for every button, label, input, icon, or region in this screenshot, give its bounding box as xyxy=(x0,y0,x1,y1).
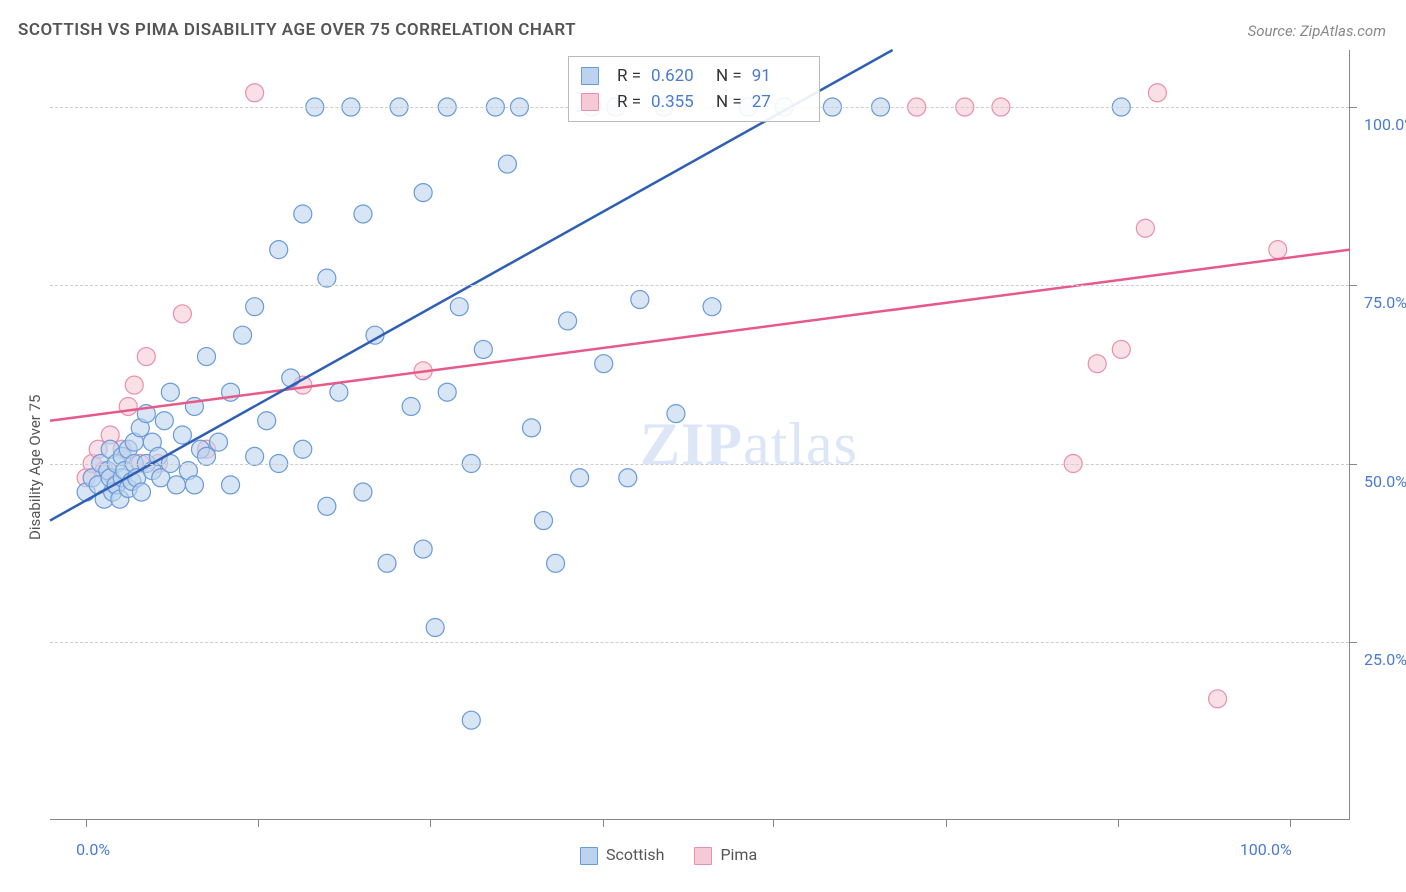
data-point xyxy=(173,426,191,444)
n-value: 27 xyxy=(752,89,807,115)
correlation-legend: R = 0.620 N = 91 R = 0.355 N = 27 xyxy=(568,56,820,122)
data-point xyxy=(185,476,203,494)
y-tick xyxy=(1349,642,1357,643)
data-point xyxy=(402,397,420,415)
data-point xyxy=(498,155,516,173)
r-label: R = xyxy=(617,89,641,115)
x-tick-label: 0.0% xyxy=(76,840,110,859)
series-legend: Scottish Pima xyxy=(580,845,757,865)
legend-swatch xyxy=(581,67,599,85)
legend-label: Pima xyxy=(720,845,757,864)
data-point xyxy=(234,326,252,344)
data-point xyxy=(155,412,173,430)
data-point xyxy=(535,512,553,530)
legend-swatch xyxy=(694,847,712,865)
y-tick xyxy=(1349,107,1357,108)
data-point xyxy=(354,205,372,223)
data-point xyxy=(462,711,480,729)
legend-item: Scottish xyxy=(580,845,664,865)
data-point xyxy=(119,397,137,415)
plot-area: ZIPatlas xyxy=(50,50,1350,820)
x-tick xyxy=(946,819,947,827)
data-point xyxy=(378,554,396,572)
legend-row: R = 0.620 N = 91 xyxy=(581,63,807,89)
gridline xyxy=(50,285,1349,286)
data-point xyxy=(571,469,589,487)
data-point xyxy=(294,205,312,223)
x-tick xyxy=(86,819,87,827)
data-point xyxy=(474,340,492,358)
data-point xyxy=(547,554,565,572)
x-tick xyxy=(430,819,431,827)
legend-item: Pima xyxy=(694,845,757,865)
data-point xyxy=(210,433,228,451)
n-value: 91 xyxy=(752,63,807,89)
data-point xyxy=(522,419,540,437)
data-point xyxy=(619,469,637,487)
x-tick xyxy=(258,819,259,827)
data-point xyxy=(330,383,348,401)
data-point xyxy=(246,84,264,102)
data-point xyxy=(125,376,143,394)
data-point xyxy=(167,476,185,494)
data-point xyxy=(1088,355,1106,373)
data-point xyxy=(703,298,721,316)
data-point xyxy=(414,540,432,558)
chart-title: SCOTTISH VS PIMA DISABILITY AGE OVER 75 … xyxy=(18,20,576,40)
gridline xyxy=(50,642,1349,643)
source-label: Source: ZipAtlas.com xyxy=(1248,22,1386,40)
y-tick-label: 25.0% xyxy=(1364,650,1406,669)
data-point xyxy=(595,355,613,373)
x-tick xyxy=(603,819,604,827)
gridline xyxy=(50,464,1349,465)
data-point xyxy=(1269,241,1287,259)
n-label: N = xyxy=(716,89,742,115)
data-point xyxy=(667,405,685,423)
data-point xyxy=(161,383,179,401)
y-axis-title: Disability Age Over 75 xyxy=(26,395,44,540)
data-point xyxy=(631,291,649,309)
data-point xyxy=(258,412,276,430)
x-tick xyxy=(1290,819,1291,827)
data-point xyxy=(222,476,240,494)
legend-swatch xyxy=(581,93,599,111)
y-tick-label: 100.0% xyxy=(1364,115,1406,134)
r-value: 0.620 xyxy=(651,63,706,89)
data-point xyxy=(426,619,444,637)
data-point xyxy=(414,184,432,202)
data-point xyxy=(318,497,336,515)
n-label: N = xyxy=(716,63,742,89)
data-point xyxy=(197,348,215,366)
data-point xyxy=(450,298,468,316)
plot-svg xyxy=(50,50,1349,819)
legend-swatch xyxy=(580,847,598,865)
data-point xyxy=(1136,219,1154,237)
data-point xyxy=(282,369,300,387)
data-point xyxy=(1209,690,1227,708)
x-tick xyxy=(773,819,774,827)
data-point xyxy=(1148,84,1166,102)
x-tick xyxy=(1118,819,1119,827)
r-value: 0.355 xyxy=(651,89,706,115)
data-point xyxy=(559,312,577,330)
r-label: R = xyxy=(617,63,641,89)
y-tick xyxy=(1349,464,1357,465)
data-point xyxy=(438,383,456,401)
x-tick-label: 100.0% xyxy=(1240,840,1292,859)
y-tick xyxy=(1349,285,1357,286)
y-tick-label: 75.0% xyxy=(1364,293,1406,312)
legend-label: Scottish xyxy=(606,845,664,864)
legend-row: R = 0.355 N = 27 xyxy=(581,89,807,115)
data-point xyxy=(270,241,288,259)
data-point xyxy=(294,440,312,458)
data-point xyxy=(246,298,264,316)
data-point xyxy=(132,483,150,501)
data-point xyxy=(354,483,372,501)
y-tick-label: 50.0% xyxy=(1364,472,1406,491)
data-point xyxy=(1112,340,1130,358)
data-point xyxy=(173,305,191,323)
data-point xyxy=(137,348,155,366)
